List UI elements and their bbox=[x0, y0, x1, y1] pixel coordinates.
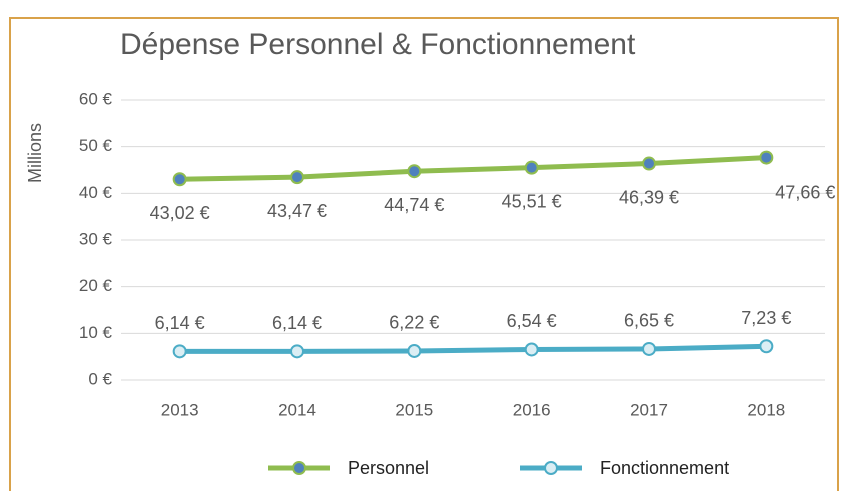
marker bbox=[524, 342, 539, 357]
chart-frame bbox=[9, 17, 839, 491]
marker bbox=[524, 160, 539, 175]
data-label: 44,74 € bbox=[384, 195, 444, 215]
marker bbox=[172, 344, 187, 359]
y-tick-label: 30 € bbox=[79, 229, 113, 248]
marker bbox=[407, 164, 422, 179]
data-label: 6,14 € bbox=[272, 313, 322, 333]
legend-marker bbox=[544, 461, 558, 475]
chart-title: Dépense Personnel & Fonctionnement bbox=[120, 28, 636, 61]
legend-marker bbox=[292, 461, 306, 475]
x-tick-label: 2017 bbox=[630, 400, 668, 419]
marker bbox=[642, 156, 656, 171]
y-tick-label: 20 € bbox=[79, 276, 113, 295]
marker bbox=[642, 341, 656, 356]
data-label: 47,66 € bbox=[775, 182, 835, 202]
y-tick-label: 60 € bbox=[79, 89, 113, 108]
marker bbox=[172, 172, 187, 187]
data-label: 7,23 € bbox=[741, 308, 791, 328]
y-axis-label: Millions bbox=[25, 123, 45, 183]
legend-label: Fonctionnement bbox=[600, 458, 729, 478]
marker bbox=[290, 170, 304, 185]
x-tick-label: 2013 bbox=[161, 400, 199, 419]
x-tick-label: 2014 bbox=[278, 400, 316, 419]
y-tick-label: 50 € bbox=[79, 136, 113, 155]
data-label: 43,47 € bbox=[267, 201, 327, 221]
data-label: 6,22 € bbox=[389, 313, 439, 333]
y-tick-label: 0 € bbox=[88, 369, 112, 388]
marker bbox=[407, 343, 422, 358]
x-tick-label: 2016 bbox=[513, 400, 551, 419]
y-tick-label: 40 € bbox=[79, 183, 113, 202]
x-tick-label: 2015 bbox=[395, 400, 433, 419]
data-label: 43,02 € bbox=[150, 203, 210, 223]
x-tick-label: 2018 bbox=[747, 400, 785, 419]
data-label: 6,54 € bbox=[507, 311, 557, 331]
series-line bbox=[179, 155, 767, 182]
data-label: 6,65 € bbox=[624, 311, 674, 331]
data-label: 6,14 € bbox=[155, 313, 205, 333]
data-label: 45,51 € bbox=[502, 191, 562, 211]
y-tick-label: 10 € bbox=[79, 323, 113, 342]
marker bbox=[759, 339, 774, 354]
legend-label: Personnel bbox=[348, 458, 429, 478]
data-label: 46,39 € bbox=[619, 187, 679, 207]
marker bbox=[759, 150, 774, 165]
marker bbox=[290, 344, 304, 359]
series-line bbox=[179, 343, 767, 354]
